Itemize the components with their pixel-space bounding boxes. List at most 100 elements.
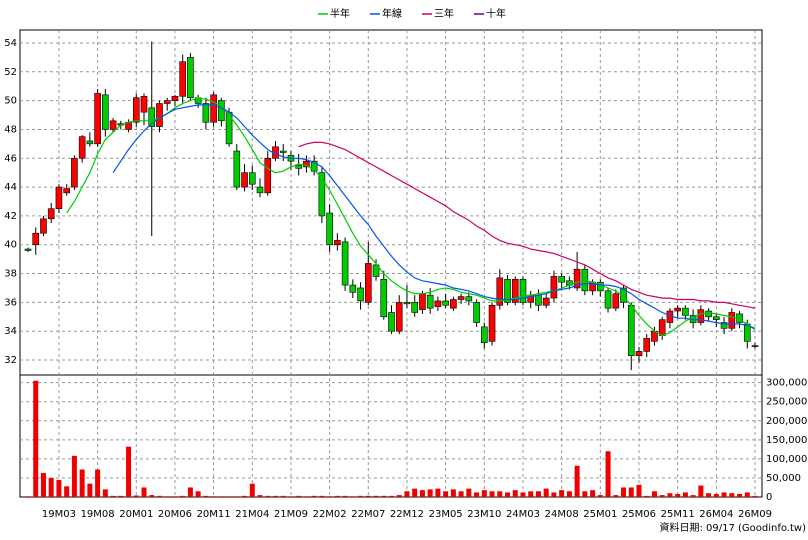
volume-bar bbox=[628, 487, 634, 497]
volume-bar bbox=[311, 495, 317, 497]
y-tick-label: 36 bbox=[4, 297, 17, 308]
candle-body bbox=[86, 140, 94, 145]
volume-bar bbox=[226, 496, 232, 497]
candle-body bbox=[24, 248, 32, 251]
volume-bar bbox=[79, 469, 85, 497]
volume-bar bbox=[102, 489, 108, 497]
candle-body bbox=[403, 302, 411, 305]
candle-body bbox=[597, 281, 604, 292]
volume-bar bbox=[520, 492, 526, 497]
volume-bar bbox=[110, 495, 116, 497]
candle-body bbox=[210, 94, 217, 123]
volume-bar bbox=[373, 495, 379, 497]
volume-bar bbox=[690, 495, 696, 497]
volume-bar bbox=[203, 495, 209, 497]
volume-bar bbox=[242, 495, 248, 497]
volume-bar bbox=[419, 490, 425, 497]
x-tick-label: 20M01 bbox=[119, 509, 153, 520]
candle-body bbox=[442, 300, 449, 306]
volume-bar bbox=[752, 495, 758, 497]
candle-body bbox=[163, 100, 171, 104]
candle-body bbox=[132, 97, 140, 123]
candle-body bbox=[388, 312, 395, 332]
x-tick-label: 25M01 bbox=[583, 509, 617, 520]
y2-tick-label: 300,000 bbox=[766, 378, 807, 389]
candle-body bbox=[372, 264, 380, 277]
volume-bar bbox=[737, 493, 743, 497]
candle-body bbox=[380, 279, 388, 318]
legend-label: 三年 bbox=[434, 7, 454, 20]
volume-bar bbox=[64, 486, 70, 497]
y-tick-label: 54 bbox=[4, 38, 17, 49]
volume-bar bbox=[396, 495, 402, 497]
candle-body bbox=[496, 277, 504, 306]
candle-body bbox=[140, 95, 148, 113]
volume-bar bbox=[95, 469, 101, 497]
volume-bar bbox=[288, 496, 294, 497]
candle-body bbox=[357, 287, 364, 302]
volume-bar bbox=[195, 491, 201, 497]
x-tick-label: 23M05 bbox=[429, 509, 463, 520]
volume-bar bbox=[698, 485, 704, 497]
volume-bar bbox=[636, 484, 642, 497]
candle-body bbox=[504, 279, 511, 303]
candle-body bbox=[109, 120, 117, 130]
volume-bar bbox=[682, 492, 688, 497]
y-tick-label: 32 bbox=[4, 355, 17, 366]
candle-body bbox=[40, 218, 47, 234]
volume-bar bbox=[512, 490, 518, 497]
candle-body bbox=[318, 172, 326, 217]
candle-body bbox=[233, 150, 241, 188]
candle-body bbox=[720, 322, 728, 329]
volume-bar bbox=[450, 489, 456, 497]
candle-body bbox=[581, 268, 589, 292]
candle-body bbox=[364, 263, 372, 303]
x-tick-label: 23M10 bbox=[467, 509, 501, 520]
candle-body bbox=[573, 268, 581, 289]
volume-bar bbox=[659, 495, 665, 497]
x-tick-label: 26M04 bbox=[699, 509, 733, 520]
volume-bar bbox=[435, 488, 441, 497]
footer-note: 資料日期: 09/17 (Goodinfo.tw) bbox=[659, 521, 806, 534]
candle-body bbox=[295, 165, 302, 169]
volume-bar bbox=[218, 496, 224, 497]
volume-bar bbox=[180, 495, 186, 497]
volume-bar bbox=[234, 496, 240, 497]
candle-body bbox=[279, 150, 287, 153]
x-tick-label: 24M03 bbox=[506, 509, 540, 520]
x-tick-label: 24M08 bbox=[545, 509, 579, 520]
volume-bar bbox=[164, 496, 170, 497]
volume-bar bbox=[651, 491, 657, 497]
volume-bar bbox=[721, 492, 727, 497]
volume-bar bbox=[597, 495, 603, 497]
volume-bar bbox=[559, 490, 565, 497]
candle-body bbox=[349, 284, 357, 293]
volume-bar bbox=[365, 495, 371, 497]
candle-body bbox=[612, 293, 620, 309]
y-tick-label: 44 bbox=[4, 182, 17, 193]
x-tick-label: 19M03 bbox=[42, 509, 76, 520]
candle-body bbox=[426, 294, 434, 309]
candle-body bbox=[419, 293, 426, 310]
candle-body bbox=[241, 172, 248, 188]
candle-body bbox=[457, 296, 465, 300]
y-tick-label: 40 bbox=[4, 240, 17, 251]
x-tick-label: 19M08 bbox=[81, 509, 115, 520]
candle-body bbox=[341, 241, 349, 286]
volume-bar bbox=[133, 495, 139, 497]
volume-bar bbox=[149, 495, 155, 497]
volume-bar bbox=[118, 495, 124, 497]
volume-bar bbox=[319, 495, 325, 497]
candle-body bbox=[674, 307, 681, 312]
volume-bar bbox=[443, 491, 449, 497]
volume-bar bbox=[497, 491, 503, 497]
volume-bar bbox=[706, 493, 712, 497]
volume-bar bbox=[87, 483, 93, 497]
volume-bar bbox=[211, 496, 217, 497]
volume-bar bbox=[265, 495, 271, 497]
candle-body bbox=[434, 300, 442, 308]
volume-bar bbox=[126, 446, 132, 497]
volume-bar bbox=[713, 493, 719, 497]
volume-bar bbox=[590, 490, 596, 497]
